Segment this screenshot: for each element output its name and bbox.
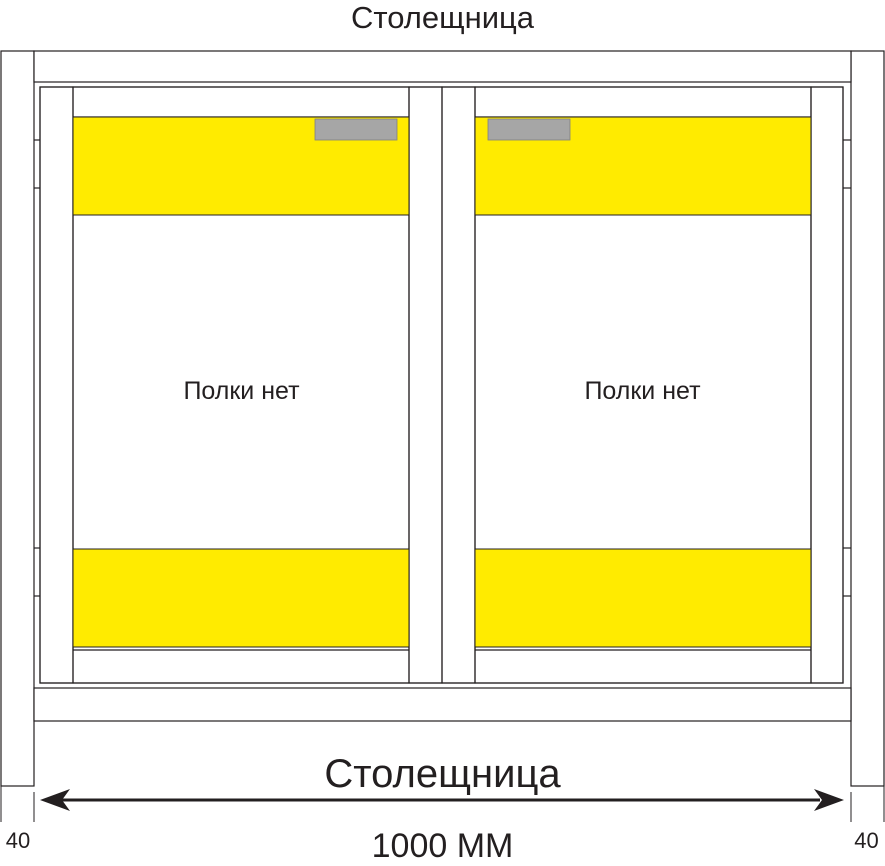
width-dimension: 1000 ММ bbox=[371, 827, 514, 865]
left-offset-dimension: 40 bbox=[5, 828, 31, 853]
left-leg bbox=[0, 50, 35, 787]
top-rail bbox=[33, 50, 852, 83]
bottom-label: Столещница bbox=[324, 752, 561, 796]
left-drawer-handle bbox=[314, 118, 398, 141]
left-bottom-drawer bbox=[72, 548, 410, 648]
double-headed-arrow-icon bbox=[40, 789, 844, 811]
bottom-rail bbox=[33, 687, 852, 722]
right-offset-dimension: 40 bbox=[854, 828, 879, 853]
left-door-note: Полки нет bbox=[183, 377, 300, 405]
right-door-panel bbox=[474, 86, 812, 684]
right-bottom-drawer bbox=[474, 548, 812, 648]
right-leg bbox=[850, 50, 885, 787]
right-drawer-handle bbox=[487, 118, 571, 141]
top-title: Столещница bbox=[350, 0, 535, 35]
right-door-note: Полки нет bbox=[584, 377, 701, 405]
left-door-panel bbox=[72, 86, 410, 684]
